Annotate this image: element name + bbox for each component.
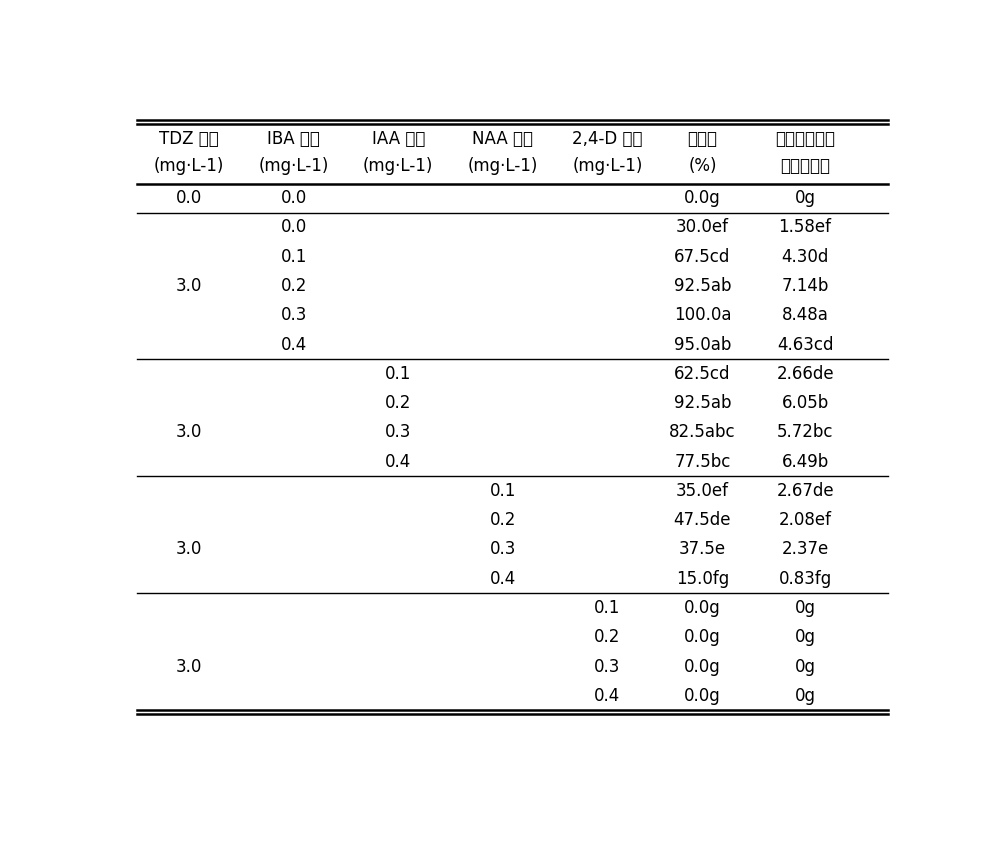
Text: 0.0g: 0.0g: [684, 599, 721, 617]
Text: 0.2: 0.2: [385, 394, 411, 412]
Text: 0.2: 0.2: [490, 511, 516, 529]
Text: 0.0g: 0.0g: [684, 189, 721, 207]
Text: 30.0ef: 30.0ef: [676, 219, 729, 237]
Text: 3.0: 3.0: [176, 423, 202, 442]
Text: (mg·L-1): (mg·L-1): [154, 157, 224, 175]
Text: 0.2: 0.2: [594, 628, 621, 646]
Text: 100.0a: 100.0a: [674, 306, 731, 324]
Text: 0.3: 0.3: [490, 540, 516, 558]
Text: 2.66de: 2.66de: [776, 365, 834, 383]
Text: TDZ 浓度: TDZ 浓度: [159, 130, 219, 149]
Text: (mg·L-1): (mg·L-1): [572, 157, 643, 175]
Text: (mg·L-1): (mg·L-1): [258, 157, 329, 175]
Text: 2,4-D 浓度: 2,4-D 浓度: [572, 130, 643, 149]
Text: 不定芽数量: 不定芽数量: [780, 157, 830, 175]
Text: 0.2: 0.2: [280, 277, 307, 295]
Text: 3.0: 3.0: [176, 658, 202, 676]
Text: 0.3: 0.3: [594, 658, 621, 676]
Text: 4.63cd: 4.63cd: [777, 335, 833, 353]
Text: 0.1: 0.1: [280, 248, 307, 266]
Text: 67.5cd: 67.5cd: [674, 248, 731, 266]
Text: 82.5abc: 82.5abc: [669, 423, 736, 442]
Text: 0.1: 0.1: [385, 365, 411, 383]
Text: 47.5de: 47.5de: [674, 511, 731, 529]
Text: 6.05b: 6.05b: [781, 394, 829, 412]
Text: 92.5ab: 92.5ab: [674, 394, 731, 412]
Text: 0.0: 0.0: [280, 189, 307, 207]
Text: 0.83fg: 0.83fg: [778, 569, 832, 588]
Text: 0g: 0g: [795, 687, 816, 705]
Text: 62.5cd: 62.5cd: [674, 365, 731, 383]
Text: 0.0: 0.0: [176, 189, 202, 207]
Text: 77.5bc: 77.5bc: [674, 453, 731, 471]
Text: 0.4: 0.4: [594, 687, 621, 705]
Text: NAA 浓度: NAA 浓度: [472, 130, 533, 149]
Text: 0g: 0g: [795, 628, 816, 646]
Text: 0g: 0g: [795, 658, 816, 676]
Text: 0.4: 0.4: [385, 453, 411, 471]
Text: 15.0fg: 15.0fg: [676, 569, 729, 588]
Text: 0.0g: 0.0g: [684, 658, 721, 676]
Text: 3.0: 3.0: [176, 277, 202, 295]
Text: 1.58ef: 1.58ef: [779, 219, 832, 237]
Text: IBA 浓度: IBA 浓度: [267, 130, 320, 149]
Text: 再生率: 再生率: [687, 130, 717, 149]
Text: 2.67de: 2.67de: [776, 482, 834, 500]
Text: 3.0: 3.0: [176, 540, 202, 558]
Text: 2.37e: 2.37e: [781, 540, 829, 558]
Text: 8.48a: 8.48a: [782, 306, 828, 324]
Text: 0.0g: 0.0g: [684, 628, 721, 646]
Text: 35.0ef: 35.0ef: [676, 482, 729, 500]
Text: 37.5e: 37.5e: [679, 540, 726, 558]
Text: 0.3: 0.3: [280, 306, 307, 324]
Text: 5.72bc: 5.72bc: [777, 423, 833, 442]
Text: 0.4: 0.4: [280, 335, 307, 353]
Text: 0g: 0g: [795, 189, 816, 207]
Text: 0.1: 0.1: [490, 482, 516, 500]
Text: 每个外植体的: 每个外植体的: [775, 130, 835, 149]
Text: IAA 浓度: IAA 浓度: [372, 130, 425, 149]
Text: (%): (%): [688, 157, 717, 175]
Text: 2.08ef: 2.08ef: [779, 511, 832, 529]
Text: 4.30d: 4.30d: [781, 248, 829, 266]
Text: 0.3: 0.3: [385, 423, 411, 442]
Text: 0.1: 0.1: [594, 599, 621, 617]
Text: 7.14b: 7.14b: [781, 277, 829, 295]
Text: 0.0g: 0.0g: [684, 687, 721, 705]
Text: 95.0ab: 95.0ab: [674, 335, 731, 353]
Text: 0.4: 0.4: [490, 569, 516, 588]
Text: (mg·L-1): (mg·L-1): [363, 157, 433, 175]
Text: 92.5ab: 92.5ab: [674, 277, 731, 295]
Text: (mg·L-1): (mg·L-1): [468, 157, 538, 175]
Text: 0.0: 0.0: [280, 219, 307, 237]
Text: 0g: 0g: [795, 599, 816, 617]
Text: 6.49b: 6.49b: [781, 453, 829, 471]
